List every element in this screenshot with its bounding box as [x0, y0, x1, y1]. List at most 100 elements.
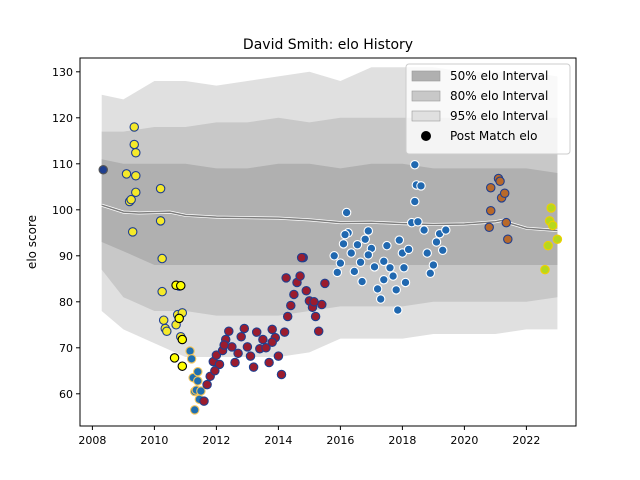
elo-point [332, 267, 343, 278]
elo-point [261, 343, 271, 353]
elo-point [157, 253, 167, 264]
elo-point [540, 264, 550, 275]
elo-point [239, 323, 250, 334]
elo-point [276, 369, 287, 380]
elo-point [251, 327, 262, 337]
post-match-elo-points [98, 122, 563, 415]
x-tick-label: 2014 [264, 434, 292, 447]
elo-point [360, 234, 370, 244]
elo-point [129, 139, 140, 150]
elo-point [158, 315, 169, 325]
elo-point [484, 222, 494, 233]
elo-point [335, 258, 346, 268]
elo-point [346, 248, 356, 258]
elo-point [233, 348, 243, 359]
elo-point [224, 326, 234, 336]
elo-point [258, 334, 268, 345]
legend-label: 80% elo Interval [450, 89, 548, 103]
elo-point [174, 313, 184, 324]
elo-point [499, 188, 510, 198]
elo-point [543, 240, 553, 251]
elo-point [279, 327, 290, 337]
elo-point [301, 286, 312, 296]
elo-point [242, 342, 253, 352]
elo-point [388, 271, 398, 281]
elo-point [416, 181, 426, 191]
elo-point [202, 379, 212, 390]
elo-point [391, 285, 401, 295]
elo-point [310, 311, 321, 322]
elo-point [317, 299, 327, 310]
elo-point [379, 274, 389, 285]
y-tick-label: 100 [52, 204, 73, 217]
elo-point [349, 266, 360, 277]
elo-point [357, 276, 367, 287]
elo-point [379, 256, 389, 267]
legend-label: Post Match elo [450, 129, 537, 143]
elo-point [282, 311, 293, 322]
elo-point [372, 284, 383, 294]
x-tick-label: 2010 [140, 434, 168, 447]
elo-point [286, 300, 296, 311]
elo-point [230, 357, 240, 368]
elo-point [552, 234, 563, 244]
elo-point [403, 244, 414, 255]
legend-swatch [411, 70, 441, 82]
elo-point [495, 176, 505, 187]
elo-point [341, 207, 352, 218]
elo-point [441, 225, 451, 235]
elo-point [121, 169, 132, 179]
elo-point [501, 217, 511, 228]
elo-point [227, 342, 237, 352]
elo-point [400, 277, 411, 288]
elo-point [214, 359, 225, 370]
legend-box [405, 63, 571, 155]
legend-swatch [411, 90, 441, 102]
band-50 [101, 159, 558, 265]
y-tick-label: 130 [52, 66, 73, 79]
plot-frame [79, 57, 577, 427]
elo-point [392, 305, 403, 315]
elo-point [155, 183, 166, 194]
elo-point [485, 182, 496, 193]
x-axis-ticks: 2008 2010 2012 2014 2016 2018 2020 2022 [78, 426, 540, 447]
elo-point [422, 248, 432, 258]
elo-point [193, 376, 203, 386]
elo-point [196, 386, 206, 396]
elo-point [245, 351, 256, 361]
elo-point [428, 260, 439, 270]
elo-point [177, 361, 188, 371]
elo-point [329, 251, 339, 261]
elo-point [437, 245, 448, 256]
elo-point [340, 229, 350, 240]
x-tick-label: 2016 [326, 434, 354, 447]
legend-label: 95% elo Interval [450, 109, 548, 123]
elo-point [385, 263, 395, 273]
y-tick-label: 70 [59, 342, 73, 355]
elo-point [273, 351, 284, 361]
elo-point [264, 357, 274, 368]
elo-point [131, 171, 141, 181]
elo-point [382, 240, 392, 251]
elo-point [546, 203, 556, 213]
legend-swatch [411, 110, 441, 122]
elo-point [189, 405, 200, 415]
elo-point [155, 216, 166, 226]
elo-point [394, 235, 405, 245]
elo-point [211, 350, 222, 360]
y-tick-label: 80 [59, 296, 73, 309]
y-tick-label: 110 [52, 158, 73, 171]
elo-point [410, 159, 420, 170]
elo-point [281, 273, 291, 283]
elo-point [176, 280, 186, 291]
elo-point [352, 240, 363, 250]
chart-title: David Smith: elo History [243, 37, 413, 53]
elo-point [236, 332, 246, 342]
elo-point [295, 271, 305, 281]
x-tick-label: 2018 [388, 434, 416, 447]
elo-point [413, 217, 423, 227]
elo-point [131, 187, 141, 198]
elo-point [185, 346, 195, 356]
elo-point [369, 262, 380, 272]
